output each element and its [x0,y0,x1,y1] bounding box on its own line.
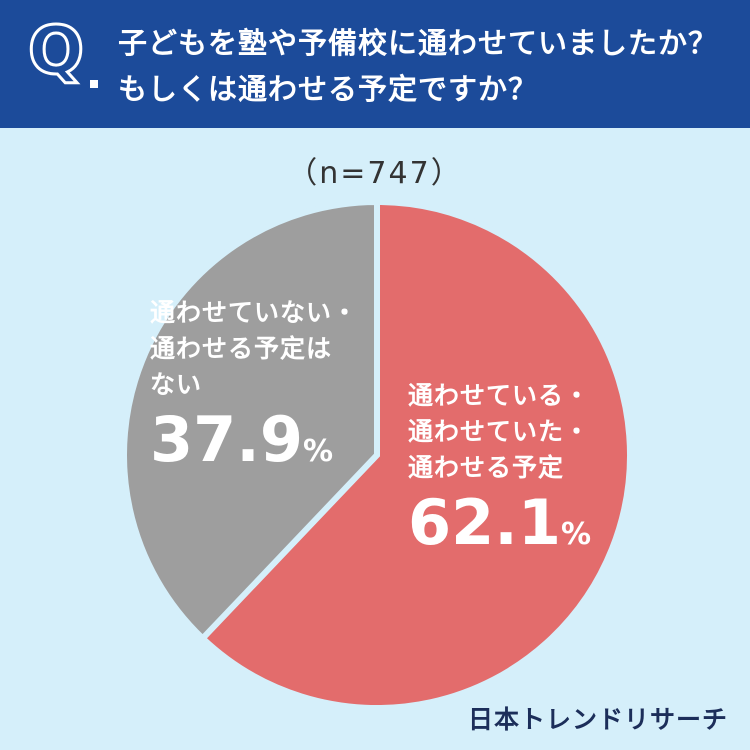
question-mark-icon: Q [26,12,85,89]
slice-label-line: 通わせていない・ [150,298,359,327]
question-line-2: もしくは通わせる予定ですか？ [118,72,539,106]
question-line-1: 子どもを塾や予備校に通わせていましたか？ [118,26,719,60]
slice-value: 62.1% [408,486,591,572]
question-header: Q 子どもを塾や予備校に通わせていましたか？ もしくは通わせる予定ですか？ [0,0,750,128]
slice-label-not-attending: 通わせていない・ 通わせる予定は ない 37.9% [150,295,358,489]
pie-slice-not-attending [121,198,380,643]
slice-label-line: 通わせる予定 [408,453,565,482]
pie-slice-attending [198,198,633,711]
brand-logo: 日本トレンドリサーチ [467,705,728,734]
slice-label-line: 通わせている・ [408,381,591,410]
slice-value-unit: % [560,517,592,552]
slice-label-attending: 通わせている・ 通わせていた・ 通わせる予定 62.1% [408,378,591,572]
slice-value-number: 37.9 [150,403,303,476]
slice-value-number: 62.1 [408,486,561,559]
slice-label-line: 通わせる予定は [150,334,333,363]
slice-value-unit: % [302,434,334,469]
slice-label-line: 通わせていた・ [408,417,591,446]
slice-value: 37.9% [150,403,358,489]
sample-size: （n=747） [287,156,463,191]
slice-label-line: ない [150,370,203,399]
question-dot-icon [90,80,98,88]
